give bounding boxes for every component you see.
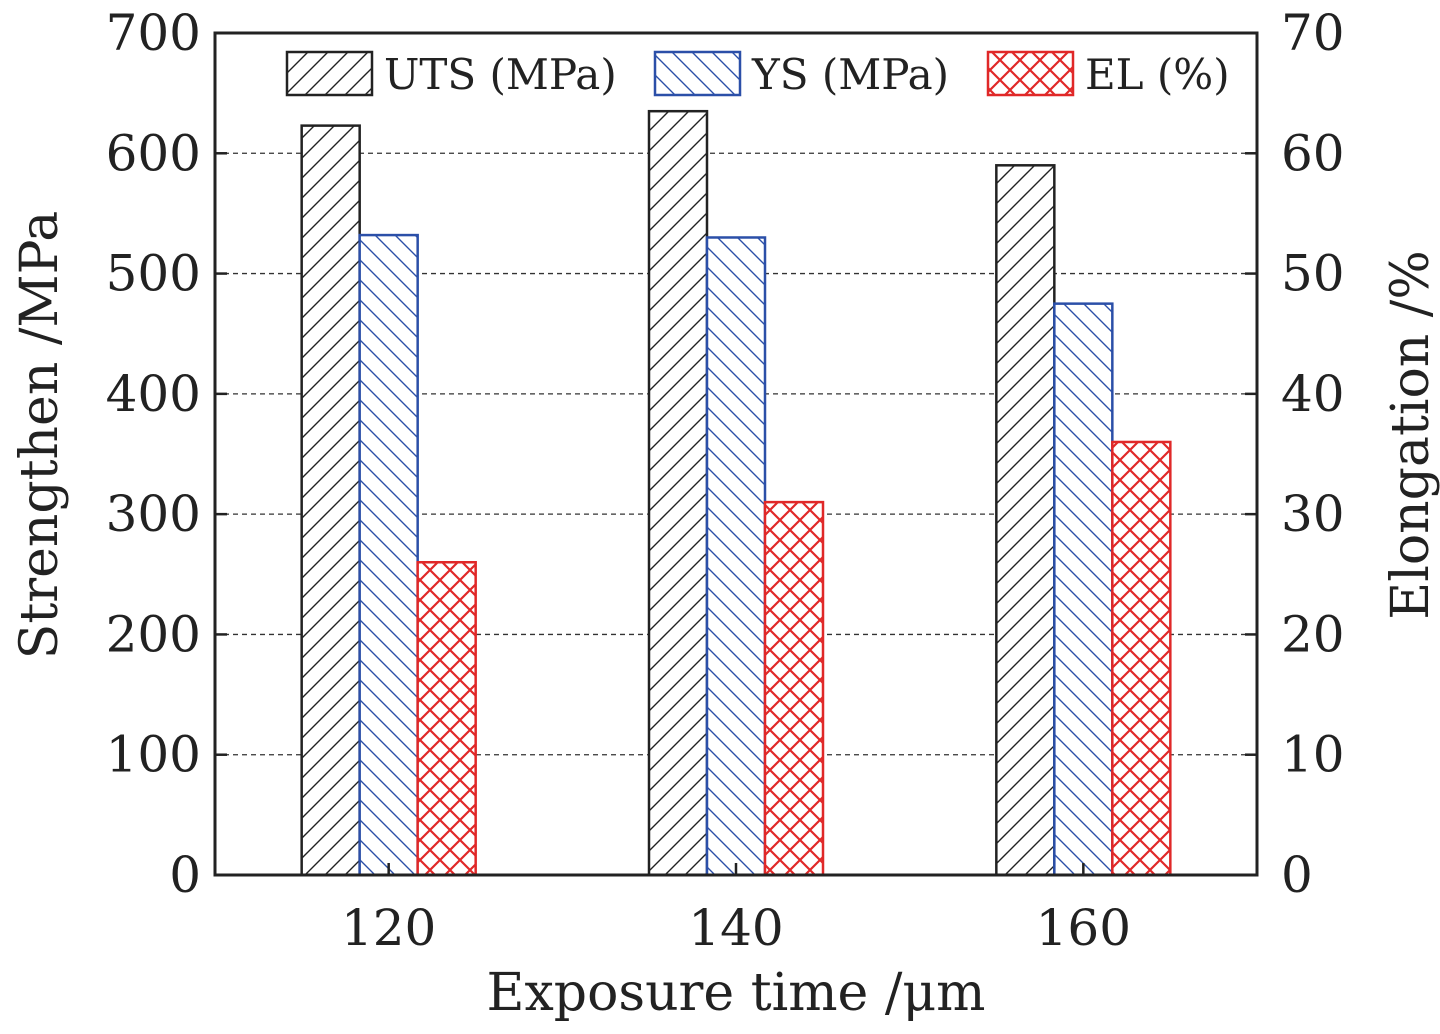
y2-tick-label: 40: [1281, 365, 1345, 423]
legend-label-ys: YS (MPa): [751, 50, 949, 99]
legend-swatch-uts: [285, 50, 374, 97]
legend-entry-el: EL (%): [986, 50, 1230, 99]
bar-el-160: [1111, 440, 1172, 877]
bar-uts-140: [647, 109, 709, 877]
x-axis-title: Exposure time /μm: [487, 963, 986, 1023]
y2-tick-label: 20: [1281, 605, 1345, 663]
x-tick-label: 140: [688, 899, 783, 957]
y-tick-label: 500: [106, 245, 201, 303]
legend-swatch-el: [986, 50, 1075, 97]
y2-tick-label: 60: [1281, 124, 1345, 182]
y-tick-label: 0: [169, 846, 201, 904]
legend-entry-uts: UTS (MPa): [285, 50, 617, 99]
legend-entry-ys: YS (MPa): [653, 50, 949, 99]
x-tick-label: 120: [341, 899, 436, 957]
legend-swatch-ys: [653, 50, 742, 97]
y-axis-title: Strengthen /MPa: [10, 211, 70, 660]
axis-ticks: [215, 31, 1257, 877]
bar-ys-120: [358, 233, 419, 877]
y2-tick-label: 0: [1281, 846, 1313, 904]
y2-tick-label: 50: [1281, 245, 1345, 303]
bar-uts-120: [300, 124, 361, 877]
y-tick-label: 100: [106, 726, 201, 784]
legend: UTS (MPa) YS (MPa) EL (%): [285, 50, 1230, 99]
tick-labels: 0 100 200 300 400 500 600 700 0 10 20 30 40 50 60 70 120…: [106, 4, 1345, 957]
y-tick-label: 700: [106, 4, 201, 62]
y-tick-label: 300: [106, 485, 201, 543]
legend-label-uts: UTS (MPa): [384, 50, 617, 99]
bar-uts-160: [995, 164, 1056, 877]
bar-ys-160: [1053, 302, 1114, 877]
bar-ys-140: [705, 236, 767, 877]
bars: [300, 109, 1172, 877]
legend-label-el: EL (%): [1085, 50, 1230, 99]
y-tick-label: 200: [106, 605, 201, 663]
y-tick-label: 400: [106, 365, 201, 423]
y2-tick-label: 30: [1281, 485, 1345, 543]
y2-tick-label: 70: [1281, 4, 1345, 62]
bar-el-140: [763, 500, 825, 877]
x-tick-label: 160: [1036, 899, 1131, 957]
y-tick-label: 600: [106, 124, 201, 182]
y2-tick-label: 10: [1281, 726, 1345, 784]
bar-el-120: [416, 561, 477, 877]
y2-axis-title: Elongation /%: [1381, 250, 1440, 619]
